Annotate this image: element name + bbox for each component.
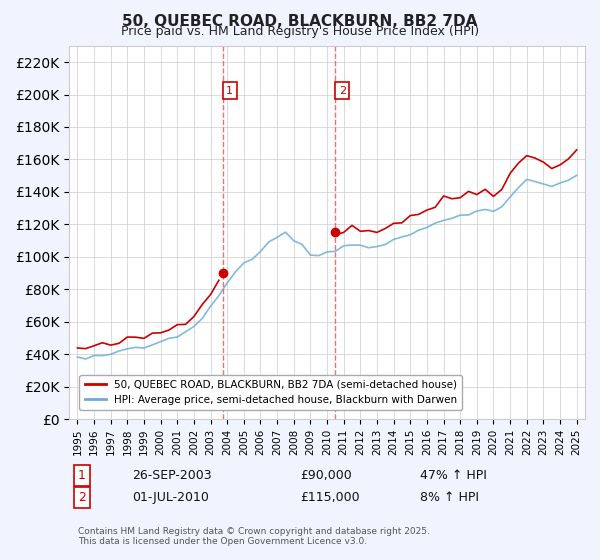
Text: 47% ↑ HPI: 47% ↑ HPI xyxy=(420,469,487,482)
Text: 8% ↑ HPI: 8% ↑ HPI xyxy=(420,491,479,504)
Text: 26-SEP-2003: 26-SEP-2003 xyxy=(132,469,212,482)
Text: 2: 2 xyxy=(338,86,346,96)
Text: Contains HM Land Registry data © Crown copyright and database right 2025.
This d: Contains HM Land Registry data © Crown c… xyxy=(78,526,430,546)
Legend: 50, QUEBEC ROAD, BLACKBURN, BB2 7DA (semi-detached house), HPI: Average price, s: 50, QUEBEC ROAD, BLACKBURN, BB2 7DA (sem… xyxy=(79,375,462,410)
Text: Price paid vs. HM Land Registry's House Price Index (HPI): Price paid vs. HM Land Registry's House … xyxy=(121,25,479,38)
Text: £90,000: £90,000 xyxy=(300,469,352,482)
Text: 1: 1 xyxy=(226,86,233,96)
Text: 2: 2 xyxy=(78,491,86,504)
Text: £115,000: £115,000 xyxy=(300,491,359,504)
Text: 1: 1 xyxy=(78,469,86,482)
Text: 50, QUEBEC ROAD, BLACKBURN, BB2 7DA: 50, QUEBEC ROAD, BLACKBURN, BB2 7DA xyxy=(122,14,478,29)
Text: 01-JUL-2010: 01-JUL-2010 xyxy=(132,491,209,504)
